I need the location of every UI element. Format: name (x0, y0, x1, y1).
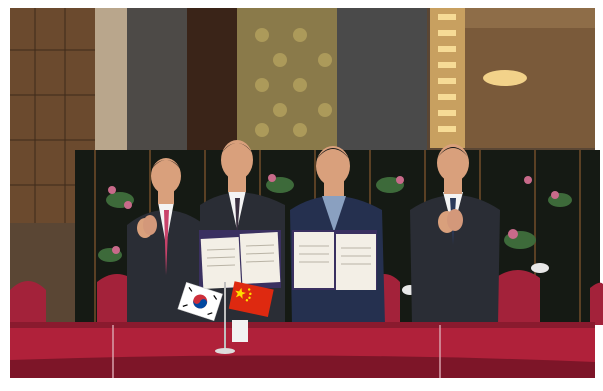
hall-chandelier (483, 70, 527, 86)
korea-flag (177, 282, 223, 322)
flag-stand (215, 282, 248, 354)
person-4 (410, 144, 500, 325)
patterned-wall-panel (237, 8, 337, 158)
wall-panel-gray (337, 8, 427, 158)
signing-table (10, 322, 595, 378)
certificate-right (292, 230, 377, 290)
doorway (187, 8, 237, 168)
certificate-left (199, 230, 281, 289)
wall-panel-dark (127, 8, 187, 168)
china-flag (228, 281, 274, 317)
